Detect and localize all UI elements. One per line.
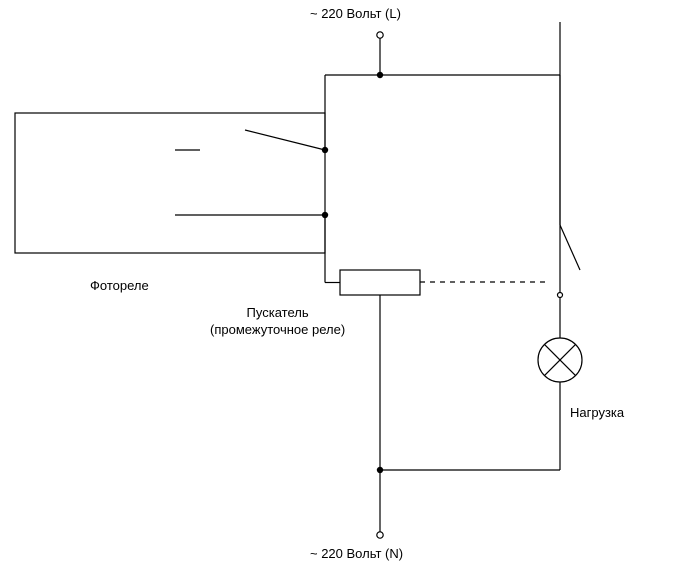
label-photorelay: Фотореле (90, 278, 149, 295)
label-top-supply: ~ 220 Вольт (L) (310, 6, 401, 23)
label-bottom-supply: ~ 220 Вольт (N) (310, 546, 403, 563)
label-starter: Пускатель (промежуточное реле) (210, 305, 345, 339)
label-load: Нагрузка (570, 405, 624, 422)
label-starter-line1: Пускатель (247, 305, 309, 320)
circuit-diagram: ~ 220 Вольт (L) ~ 220 Вольт (N) Фотореле… (0, 0, 677, 566)
label-starter-line2: (промежуточное реле) (210, 322, 345, 337)
